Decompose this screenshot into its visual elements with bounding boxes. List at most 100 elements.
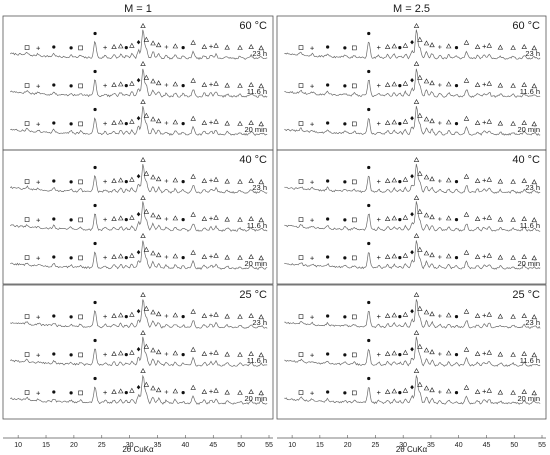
peak-marker-square: [352, 390, 357, 396]
panel-frame: [276, 149, 547, 285]
peak-marker-dot: [398, 256, 402, 260]
peak-marker-diamond: [136, 250, 141, 255]
peak-marker-triangle: [417, 170, 423, 176]
peak-marker-cross: [103, 352, 107, 357]
peak-marker-dot: [181, 46, 185, 50]
peak-marker-diamond: [410, 174, 414, 179]
peak-marker-cross: [209, 82, 213, 87]
peak-marker-cross: [164, 121, 169, 125]
peak-marker-triangle: [463, 39, 470, 45]
peak-marker-triangle: [497, 351, 504, 357]
peak-marker-triangle: [258, 217, 264, 223]
peak-marker-triangle: [213, 387, 219, 393]
peak-marker-dot: [367, 241, 371, 246]
peak-marker-dot: [69, 315, 73, 319]
peak-marker-dot: [69, 180, 73, 184]
panel: 40 °C 23 h 11.6 h 20 min: [276, 149, 547, 285]
peak-marker-triangle: [213, 118, 219, 124]
peak-marker-square: [352, 179, 357, 185]
peak-marker-cross: [482, 389, 487, 394]
peak-marker-diamond: [410, 309, 414, 314]
diffraction-trace: [284, 299, 541, 329]
peak-marker-cross: [310, 256, 314, 260]
peak-marker-triangle: [423, 116, 430, 122]
peak-marker-triangle: [486, 311, 492, 317]
peak-marker-triangle: [213, 349, 219, 355]
x-tick-label: 35: [154, 442, 162, 449]
x-tick-label: 40: [455, 442, 463, 449]
peak-marker-dot: [124, 315, 128, 319]
peak-marker-cross: [36, 122, 41, 126]
peak-marker-square: [78, 352, 83, 358]
peak-marker-square: [78, 255, 83, 261]
peak-marker-triangle: [402, 176, 409, 182]
peak-marker-dot: [343, 218, 347, 222]
peak-marker-triangle: [510, 216, 516, 222]
peak-marker-triangle: [172, 43, 179, 49]
peak-marker-triangle: [474, 119, 481, 125]
series-label: 11.6 h: [520, 87, 540, 96]
peak-marker-diamond: [136, 347, 141, 352]
peak-marker-triangle: [150, 385, 156, 391]
peak-marker-dot: [326, 45, 330, 49]
peak-marker-dot: [343, 84, 347, 88]
peak-marker-dot: [326, 255, 330, 259]
peak-marker-dot: [69, 84, 73, 88]
peak-marker-diamond: [136, 40, 141, 45]
peak-marker-dot: [398, 218, 402, 222]
peak-marker-triangle: [201, 81, 208, 87]
series-label: 23 h: [525, 183, 540, 192]
diffraction-trace: [284, 240, 541, 270]
peak-marker-cross: [310, 84, 314, 88]
peak-marker-triangle: [258, 255, 264, 261]
peak-marker-cross: [103, 121, 107, 126]
peak-marker-dot: [367, 107, 371, 112]
peak-marker-cross: [209, 351, 213, 356]
peak-marker-triangle: [463, 211, 470, 217]
peak-marker-triangle: [384, 253, 391, 259]
peak-marker-triangle: [521, 312, 527, 318]
peak-marker-dot: [124, 256, 128, 260]
diffraction-trace: [10, 240, 268, 270]
series-label: 23 h: [252, 318, 267, 327]
peak-marker-triangle: [429, 176, 435, 182]
peak-marker-square: [24, 83, 30, 88]
peak-marker-triangle: [248, 350, 254, 356]
peak-marker-triangle: [150, 40, 156, 46]
peak-marker-triangle: [417, 343, 423, 349]
peak-marker-dot: [69, 46, 73, 50]
temperature-label: 60 °C: [512, 20, 540, 32]
series-label: 11.6 h: [247, 221, 267, 230]
peak-marker-triangle: [129, 252, 135, 258]
x-tick-label: 20: [70, 442, 78, 449]
peak-marker-dot: [181, 256, 185, 260]
peak-marker-triangle: [413, 367, 420, 373]
peak-marker-triangle: [111, 43, 117, 49]
peak-marker-triangle: [172, 215, 179, 221]
peak-marker-triangle: [118, 215, 124, 221]
peak-marker-triangle: [474, 215, 481, 221]
peak-marker-triangle: [510, 389, 516, 395]
peak-marker-square: [352, 121, 357, 127]
peak-marker-triangle: [429, 311, 435, 317]
peak-marker-triangle: [413, 194, 420, 200]
peak-marker-triangle: [111, 119, 117, 125]
peak-marker-triangle: [445, 43, 452, 49]
peak-marker-cross: [482, 82, 487, 87]
peak-marker-triangle: [384, 215, 391, 221]
peak-marker-square: [298, 314, 304, 319]
peak-marker-dot: [52, 179, 56, 183]
peak-marker-cross: [103, 390, 107, 395]
peak-marker-dot: [367, 376, 371, 381]
peak-marker-cross: [482, 254, 487, 259]
temperature-label: 40 °C: [512, 154, 540, 166]
peak-marker-square: [24, 314, 30, 319]
peak-marker-triangle: [258, 390, 264, 396]
peak-marker-dot: [93, 107, 97, 112]
peak-marker-triangle: [510, 313, 516, 319]
x-tick-label: 30: [126, 442, 134, 449]
peak-marker-dot: [93, 376, 97, 381]
peak-marker-triangle: [474, 43, 481, 49]
peak-marker-square: [24, 45, 30, 50]
peak-marker-triangle: [521, 119, 527, 125]
